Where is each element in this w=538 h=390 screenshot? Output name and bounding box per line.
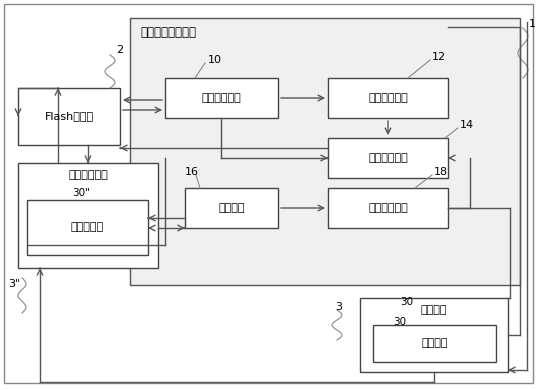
Bar [328, 188, 448, 228]
Bar [165, 78, 278, 118]
Text: 读取模块: 读取模块 [218, 203, 245, 213]
Text: 30": 30" [72, 188, 90, 198]
Text: 第一判断模块: 第一判断模块 [368, 93, 408, 103]
Text: 当前微处理: 当前微处理 [71, 223, 104, 232]
Bar [360, 298, 508, 372]
Text: 2: 2 [116, 45, 123, 55]
Bar [328, 138, 448, 178]
Bar [27, 200, 148, 255]
Text: 18: 18 [434, 167, 448, 177]
Bar [18, 163, 158, 268]
Text: 3: 3 [335, 302, 342, 312]
Bar [185, 188, 278, 228]
Text: 防固件被复制系统: 防固件被复制系统 [140, 25, 196, 39]
Text: 30: 30 [400, 297, 413, 307]
Text: 30: 30 [393, 317, 406, 327]
Text: 1: 1 [529, 19, 536, 29]
Text: Flash存储器: Flash存储器 [45, 112, 94, 122]
Text: 终端设备: 终端设备 [421, 305, 447, 315]
Text: 12: 12 [432, 52, 446, 62]
Text: 第二判断模块: 第二判断模块 [368, 203, 408, 213]
Text: 14: 14 [460, 120, 474, 130]
Bar [18, 88, 120, 145]
Text: 微处理器: 微处理器 [421, 339, 448, 349]
Text: 16: 16 [185, 167, 199, 177]
Bar [373, 325, 496, 362]
Bar [328, 78, 448, 118]
Bar [130, 18, 520, 285]
Text: 10: 10 [208, 55, 222, 65]
Text: 第一读写模块: 第一读写模块 [202, 93, 242, 103]
Text: 第二读写模块: 第二读写模块 [368, 153, 408, 163]
Text: 3": 3" [8, 279, 20, 289]
Text: 当前终端设备: 当前终端设备 [68, 170, 108, 180]
